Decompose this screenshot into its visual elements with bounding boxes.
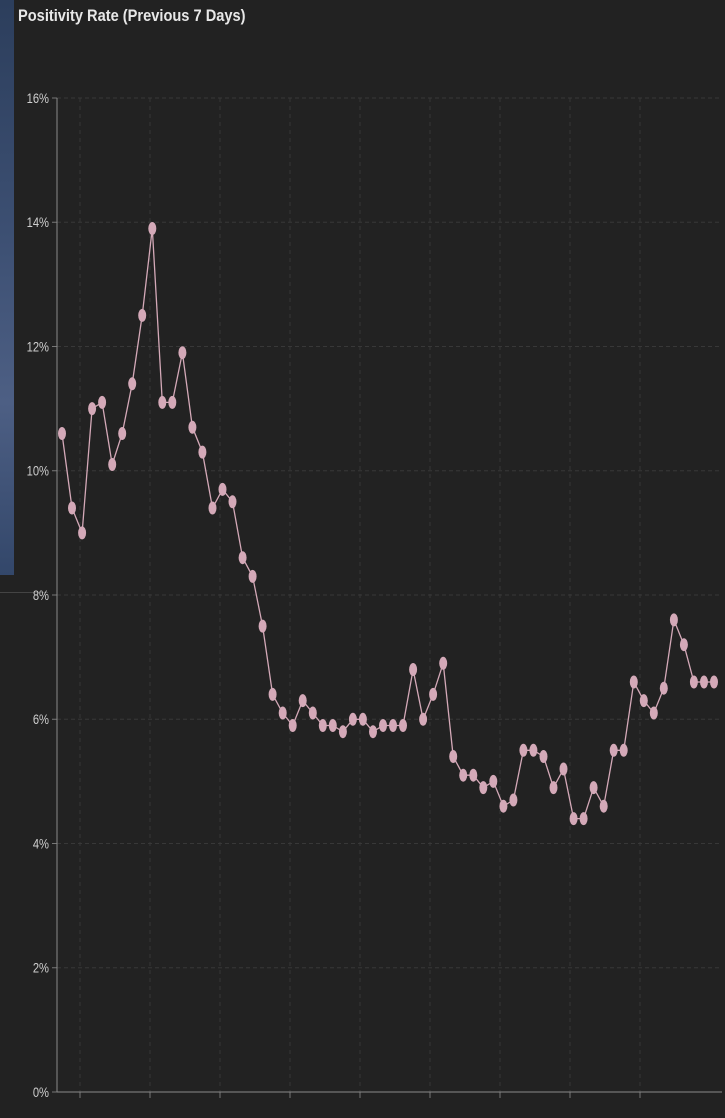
data-point[interactable] (218, 482, 227, 496)
data-point[interactable] (138, 308, 147, 322)
data-point[interactable] (489, 774, 498, 788)
data-point[interactable] (679, 638, 688, 652)
data-point[interactable] (659, 681, 668, 695)
series-line (61, 228, 714, 820)
data-point[interactable] (639, 694, 648, 708)
data-point[interactable] (358, 712, 367, 726)
y-tick-label: 12% (27, 339, 49, 354)
data-point[interactable] (379, 719, 387, 732)
data-point[interactable] (228, 495, 237, 509)
data-point[interactable] (710, 675, 718, 689)
y-tick-label: 8% (33, 588, 49, 603)
data-point[interactable] (208, 501, 217, 515)
data-point[interactable] (549, 781, 558, 795)
data-point[interactable] (499, 799, 508, 813)
background-panel-edge (0, 0, 14, 575)
data-point[interactable] (389, 719, 397, 732)
data-point[interactable] (298, 694, 307, 708)
data-point[interactable] (318, 719, 327, 732)
data-point[interactable] (469, 768, 478, 782)
data-point[interactable] (609, 743, 618, 757)
data-point[interactable] (328, 719, 337, 732)
data-point[interactable] (589, 781, 598, 795)
data-point[interactable] (78, 526, 87, 540)
y-tick-label: 10% (27, 464, 49, 479)
data-point[interactable] (348, 712, 357, 726)
data-point[interactable] (479, 781, 488, 795)
data-point[interactable] (238, 551, 247, 565)
data-point[interactable] (158, 395, 167, 409)
data-point[interactable] (459, 768, 468, 782)
data-point[interactable] (409, 663, 418, 676)
data-point[interactable] (98, 395, 107, 409)
data-point[interactable] (108, 458, 117, 471)
data-point[interactable] (689, 675, 698, 689)
y-tick-label: 16% (27, 91, 49, 106)
data-point[interactable] (178, 346, 187, 360)
data-point[interactable] (619, 743, 628, 757)
data-point[interactable] (148, 222, 157, 235)
y-tick-label: 6% (33, 712, 49, 727)
data-point[interactable] (700, 675, 708, 689)
y-tick-label: 14% (27, 215, 49, 230)
chart-title: Positivity Rate (Previous 7 Days) (18, 6, 246, 25)
data-point[interactable] (419, 712, 428, 726)
data-point[interactable] (88, 402, 97, 416)
data-point[interactable] (198, 445, 207, 459)
data-point[interactable] (519, 743, 528, 757)
data-point[interactable] (168, 395, 177, 409)
data-point[interactable] (308, 706, 317, 720)
data-point[interactable] (439, 656, 448, 670)
data-point[interactable] (278, 706, 287, 720)
data-point[interactable] (649, 706, 658, 720)
data-point[interactable] (569, 812, 578, 826)
data-point[interactable] (369, 725, 377, 739)
data-point[interactable] (579, 812, 588, 826)
data-point[interactable] (188, 420, 197, 434)
data-point[interactable] (258, 619, 267, 633)
data-point[interactable] (429, 687, 438, 701)
y-tick-label: 0% (33, 1085, 49, 1100)
data-point[interactable] (68, 501, 76, 515)
data-point[interactable] (118, 427, 127, 440)
data-point[interactable] (268, 687, 277, 701)
data-point[interactable] (599, 799, 608, 813)
data-point[interactable] (338, 725, 347, 739)
data-point[interactable] (509, 793, 518, 807)
data-point[interactable] (629, 675, 638, 689)
y-tick-label: 4% (33, 836, 49, 851)
data-point[interactable] (529, 743, 538, 757)
data-point[interactable] (669, 613, 678, 627)
background-divider (0, 592, 48, 593)
data-point[interactable] (58, 427, 66, 440)
data-point[interactable] (559, 762, 568, 776)
data-point[interactable] (539, 750, 548, 763)
data-point[interactable] (128, 377, 137, 391)
data-point[interactable] (288, 719, 297, 732)
data-point[interactable] (449, 750, 458, 763)
data-point[interactable] (248, 569, 257, 583)
y-tick-label: 2% (33, 961, 49, 976)
data-point[interactable] (399, 719, 407, 732)
